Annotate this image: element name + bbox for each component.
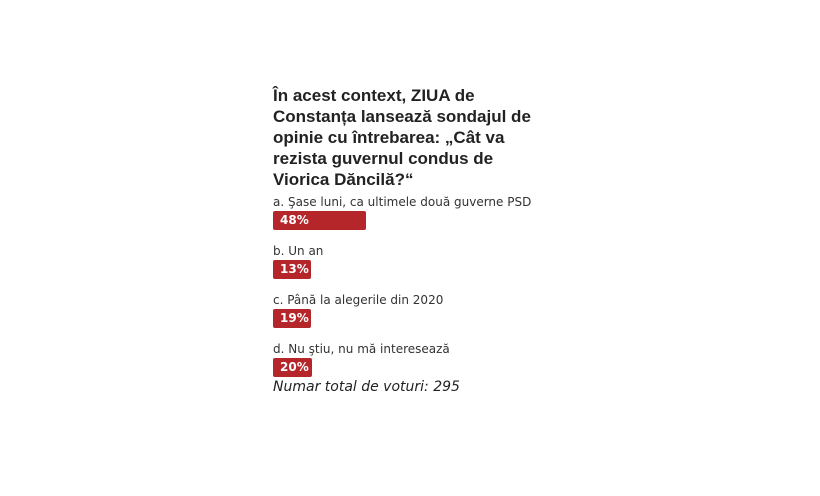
poll-option-a: a. Şase luni, ca ultimele două guverne P… [273, 195, 543, 230]
poll-option-label: b. Un an [273, 244, 324, 258]
poll-option-d: d. Nu ştiu, nu mă interesează 20% [273, 342, 543, 377]
poll-result-bar: 13% [273, 260, 311, 279]
poll-option-b: b. Un an 13% [273, 244, 543, 279]
poll-result-bar: 19% [273, 309, 311, 328]
poll-total-votes: Numar total de voturi: 295 [273, 379, 460, 395]
poll-option-label: c. Până la alegerile din 2020 [273, 293, 444, 307]
poll-widget: În acest context, ZIUA de Constanța lans… [273, 85, 543, 396]
poll-result-percent: 19% [280, 311, 309, 325]
poll-question: În acest context, ZIUA de Constanța lans… [273, 86, 531, 189]
poll-result-bar: 20% [273, 358, 312, 377]
poll-result-percent: 48% [280, 213, 309, 227]
poll-option-c: c. Până la alegerile din 2020 19% [273, 293, 543, 328]
poll-result-percent: 13% [280, 262, 309, 276]
poll-result-bar: 48% [273, 211, 366, 230]
poll-option-label: a. Şase luni, ca ultimele două guverne P… [273, 195, 532, 209]
poll-option-label: d. Nu ştiu, nu mă interesează [273, 342, 450, 356]
poll-result-percent: 20% [280, 360, 309, 374]
